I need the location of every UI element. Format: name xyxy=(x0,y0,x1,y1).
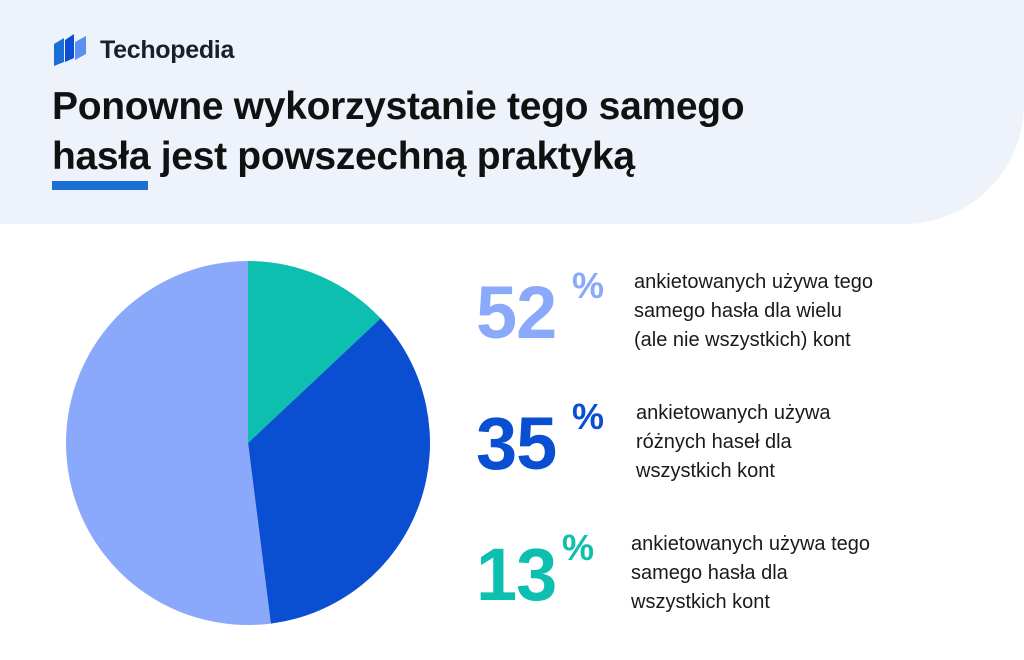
stat-description: ankietowanych używa różnych haseł dla ws… xyxy=(636,399,976,486)
page-title: Ponowne wykorzystanie tego samego hasła … xyxy=(52,82,912,182)
brand-name: Techopedia xyxy=(100,35,235,64)
stat-description-line: wszystkich kont xyxy=(636,460,775,482)
stat-description-line: (ale nie wszystkich) kont xyxy=(634,329,851,351)
title-line-2: hasła jest powszechną praktyką xyxy=(52,135,635,178)
stat-value: 13 xyxy=(476,533,557,616)
pie-slice-35 xyxy=(248,318,431,624)
stat-block-52: 52 % ankietowanych używa tego samego has… xyxy=(476,268,996,386)
title-line-1: Ponowne wykorzystanie tego samego xyxy=(52,85,745,128)
pie-slice-52 xyxy=(66,261,271,625)
stat-description-line: ankietowanych używa xyxy=(636,402,831,424)
stat-description-line: ankietowanych używa tego xyxy=(631,533,871,555)
stat-description-line: wszystkich kont xyxy=(631,591,770,613)
header-background xyxy=(0,0,1024,224)
pie-chart xyxy=(66,261,431,625)
stat-percent-sign: % xyxy=(572,265,605,306)
title-underline xyxy=(52,181,148,190)
stat-percent-sign: % xyxy=(572,396,605,437)
stat-value: 52 xyxy=(476,271,557,354)
stat-description-line: ankietowanych używa tego xyxy=(634,271,874,293)
stat-block-13: 13 % ankietowanych używa tego samego has… xyxy=(476,530,996,648)
stat-description-line: samego hasła dla wielu xyxy=(634,300,842,322)
pie-slice-13 xyxy=(248,261,381,443)
stat-description-line: samego hasła dla xyxy=(631,562,788,584)
stat-description: ankietowanych używa tego samego hasła dl… xyxy=(634,268,974,355)
stat-percent-sign: % xyxy=(562,527,595,568)
stat-block-35: 35 % ankietowanych używa różnych haseł d… xyxy=(476,399,996,517)
stat-description: ankietowanych używa tego samego hasła dl… xyxy=(631,530,971,617)
techopedia-logo-icon xyxy=(54,34,86,66)
stat-value: 35 xyxy=(476,402,557,485)
stat-description-line: różnych haseł dla xyxy=(636,431,792,453)
brand-logo[interactable]: Techopedia xyxy=(52,32,234,68)
